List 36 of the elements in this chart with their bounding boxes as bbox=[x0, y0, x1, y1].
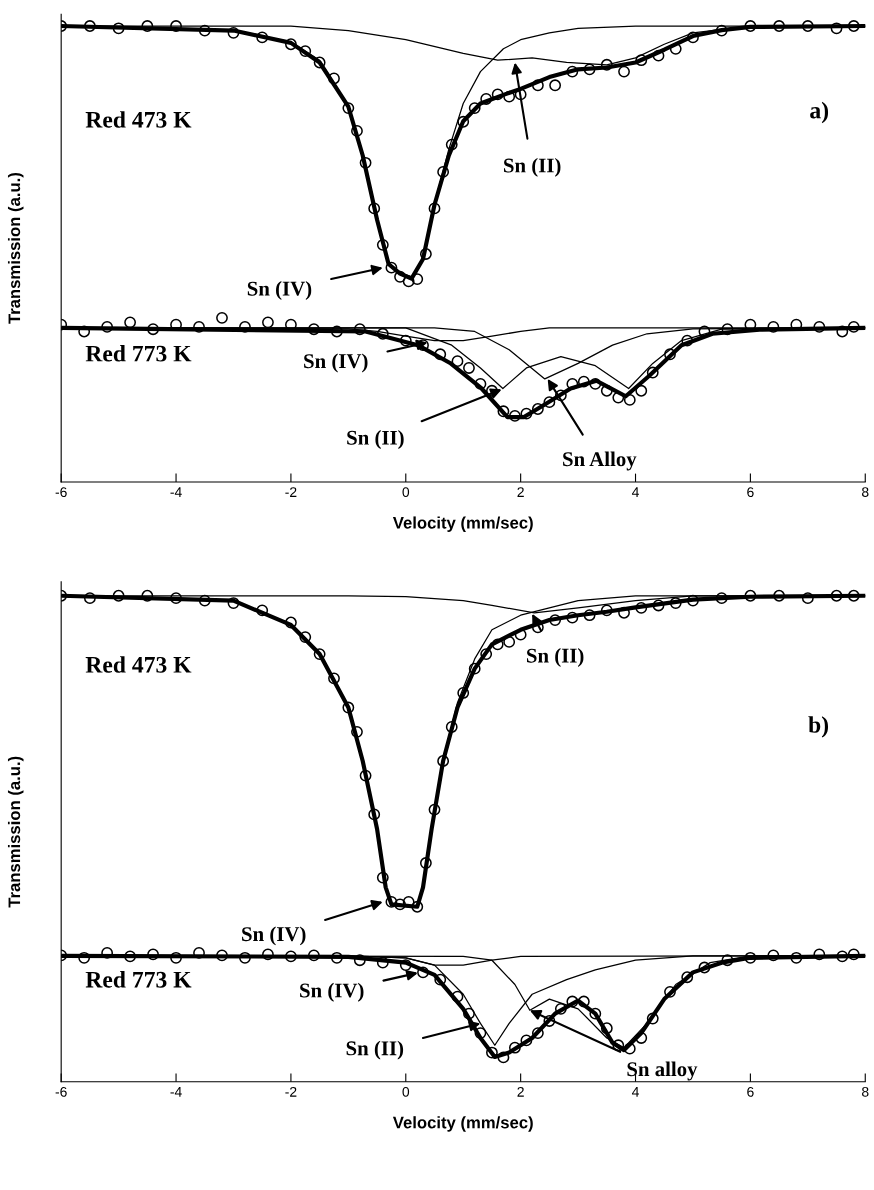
annotation: Sn (II) bbox=[347, 430, 404, 449]
x-tick-label: 8 bbox=[862, 487, 869, 498]
x-tick-label: 4 bbox=[631, 1087, 639, 1097]
x-axis-title: Velocity (mm/sec) bbox=[392, 516, 533, 532]
annotation: Sn Alloy bbox=[563, 451, 637, 471]
annotation: Sn (IV) bbox=[242, 926, 306, 946]
x-tick-label: -2 bbox=[285, 487, 297, 497]
annotation: Red 773 K bbox=[85, 344, 192, 362]
annotation: Sn alloy bbox=[627, 1061, 698, 1081]
x-tick-label: -4 bbox=[170, 1087, 182, 1097]
x-tick-label: -6 bbox=[55, 487, 67, 498]
x-tick-label: 6 bbox=[747, 487, 754, 498]
annotation: Sn (II) bbox=[504, 157, 561, 177]
annotation: Sn (IV) bbox=[304, 353, 368, 373]
annotation: a) bbox=[810, 101, 829, 124]
x-axis-title: Velocity (mm/sec) bbox=[392, 1116, 533, 1132]
y-axis-title: Transmission (a.u.) bbox=[7, 756, 24, 908]
annotation: Red 773 K bbox=[85, 971, 192, 988]
annotation: Red 473 K bbox=[85, 656, 192, 673]
x-tick-label: 0 bbox=[402, 1086, 410, 1097]
y-axis-title: Transmission (a.u.) bbox=[7, 172, 24, 324]
x-tick-label: 8 bbox=[862, 1086, 869, 1097]
x-tick-label: 2 bbox=[517, 487, 524, 497]
x-tick-label: -4 bbox=[170, 487, 182, 497]
annotation: b) bbox=[808, 716, 829, 738]
x-tick-label: 4 bbox=[631, 487, 639, 497]
annotation: Sn (IV) bbox=[300, 982, 364, 1002]
x-tick-label: 0 bbox=[402, 487, 410, 498]
annotation: Sn (II) bbox=[526, 648, 584, 667]
x-tick-label: -6 bbox=[55, 1086, 67, 1097]
annotation: Sn (IV) bbox=[247, 281, 312, 300]
x-tick-label: 6 bbox=[747, 1086, 754, 1097]
x-tick-label: 2 bbox=[517, 1086, 524, 1097]
annotation: Red 473 K bbox=[85, 111, 192, 128]
x-tick-label: -2 bbox=[285, 1086, 297, 1097]
annotation: Sn (II) bbox=[346, 1040, 404, 1060]
